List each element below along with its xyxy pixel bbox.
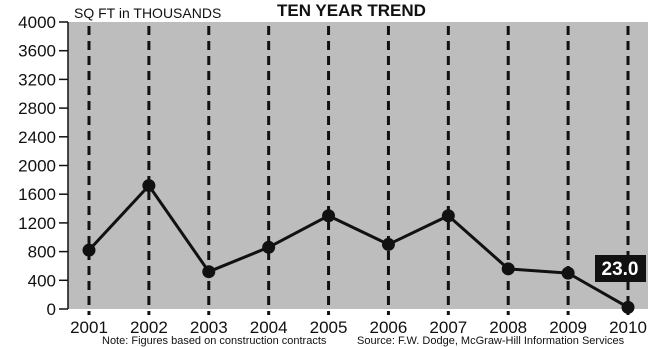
data-point	[262, 240, 276, 254]
data-point	[441, 209, 455, 223]
series-line	[87, 184, 629, 309]
y-tick-label: 0	[47, 300, 56, 319]
x-tick-label: 2001	[70, 318, 108, 337]
x-tick-label: 2004	[250, 318, 288, 337]
series-group	[82, 179, 635, 314]
y-tick-label: 1200	[18, 214, 56, 233]
data-point	[322, 209, 336, 223]
x-tick-label: 2008	[489, 318, 527, 337]
y-tick-label: 3200	[18, 70, 56, 89]
y-tick-label: 800	[28, 243, 56, 262]
y-tick-label: 1600	[18, 185, 56, 204]
y-axis-unit-label: SQ FT in THOUSANDS	[74, 5, 221, 21]
x-tick-label: 2006	[370, 318, 408, 337]
x-tick-label: 2009	[549, 318, 587, 337]
plot-background	[68, 22, 648, 309]
x-tick-label: 2002	[130, 318, 168, 337]
y-tick-label: 2800	[18, 99, 56, 118]
data-point	[202, 265, 216, 279]
x-tick-label: 2010	[609, 318, 647, 337]
callout-box	[595, 255, 646, 282]
x-tick-label: 2003	[190, 318, 228, 337]
y-tick-label: 2400	[18, 128, 56, 147]
y-tick-label: 3600	[18, 42, 56, 61]
data-point	[501, 262, 515, 276]
data-point	[561, 266, 575, 280]
note-text: Note: Figures based on construction cont…	[102, 335, 327, 347]
data-point	[82, 243, 96, 257]
chart-title: TEN YEAR TREND	[277, 1, 426, 20]
y-tick-label: 4000	[18, 13, 56, 32]
x-axis: 2001 2002 2003 2004 2005 2006 2007 2008 2009 2010	[70, 318, 647, 337]
y-axis: 0 400 800 1200 1600 2000 2400 2800 3200 3600 4000	[18, 13, 69, 319]
source-text: Source: F.W. Dodge, McGraw-Hill Informat…	[357, 335, 625, 347]
data-point	[381, 237, 395, 251]
y-tick-label: 400	[28, 271, 56, 290]
y-tick-label: 2000	[18, 157, 56, 176]
data-point	[621, 300, 635, 314]
data-point	[142, 179, 156, 193]
x-tick-label: 2007	[429, 318, 467, 337]
x-tick-label: 2005	[310, 318, 348, 337]
callout-label: 23.0	[602, 259, 639, 280]
callout: 23.0	[595, 255, 646, 282]
